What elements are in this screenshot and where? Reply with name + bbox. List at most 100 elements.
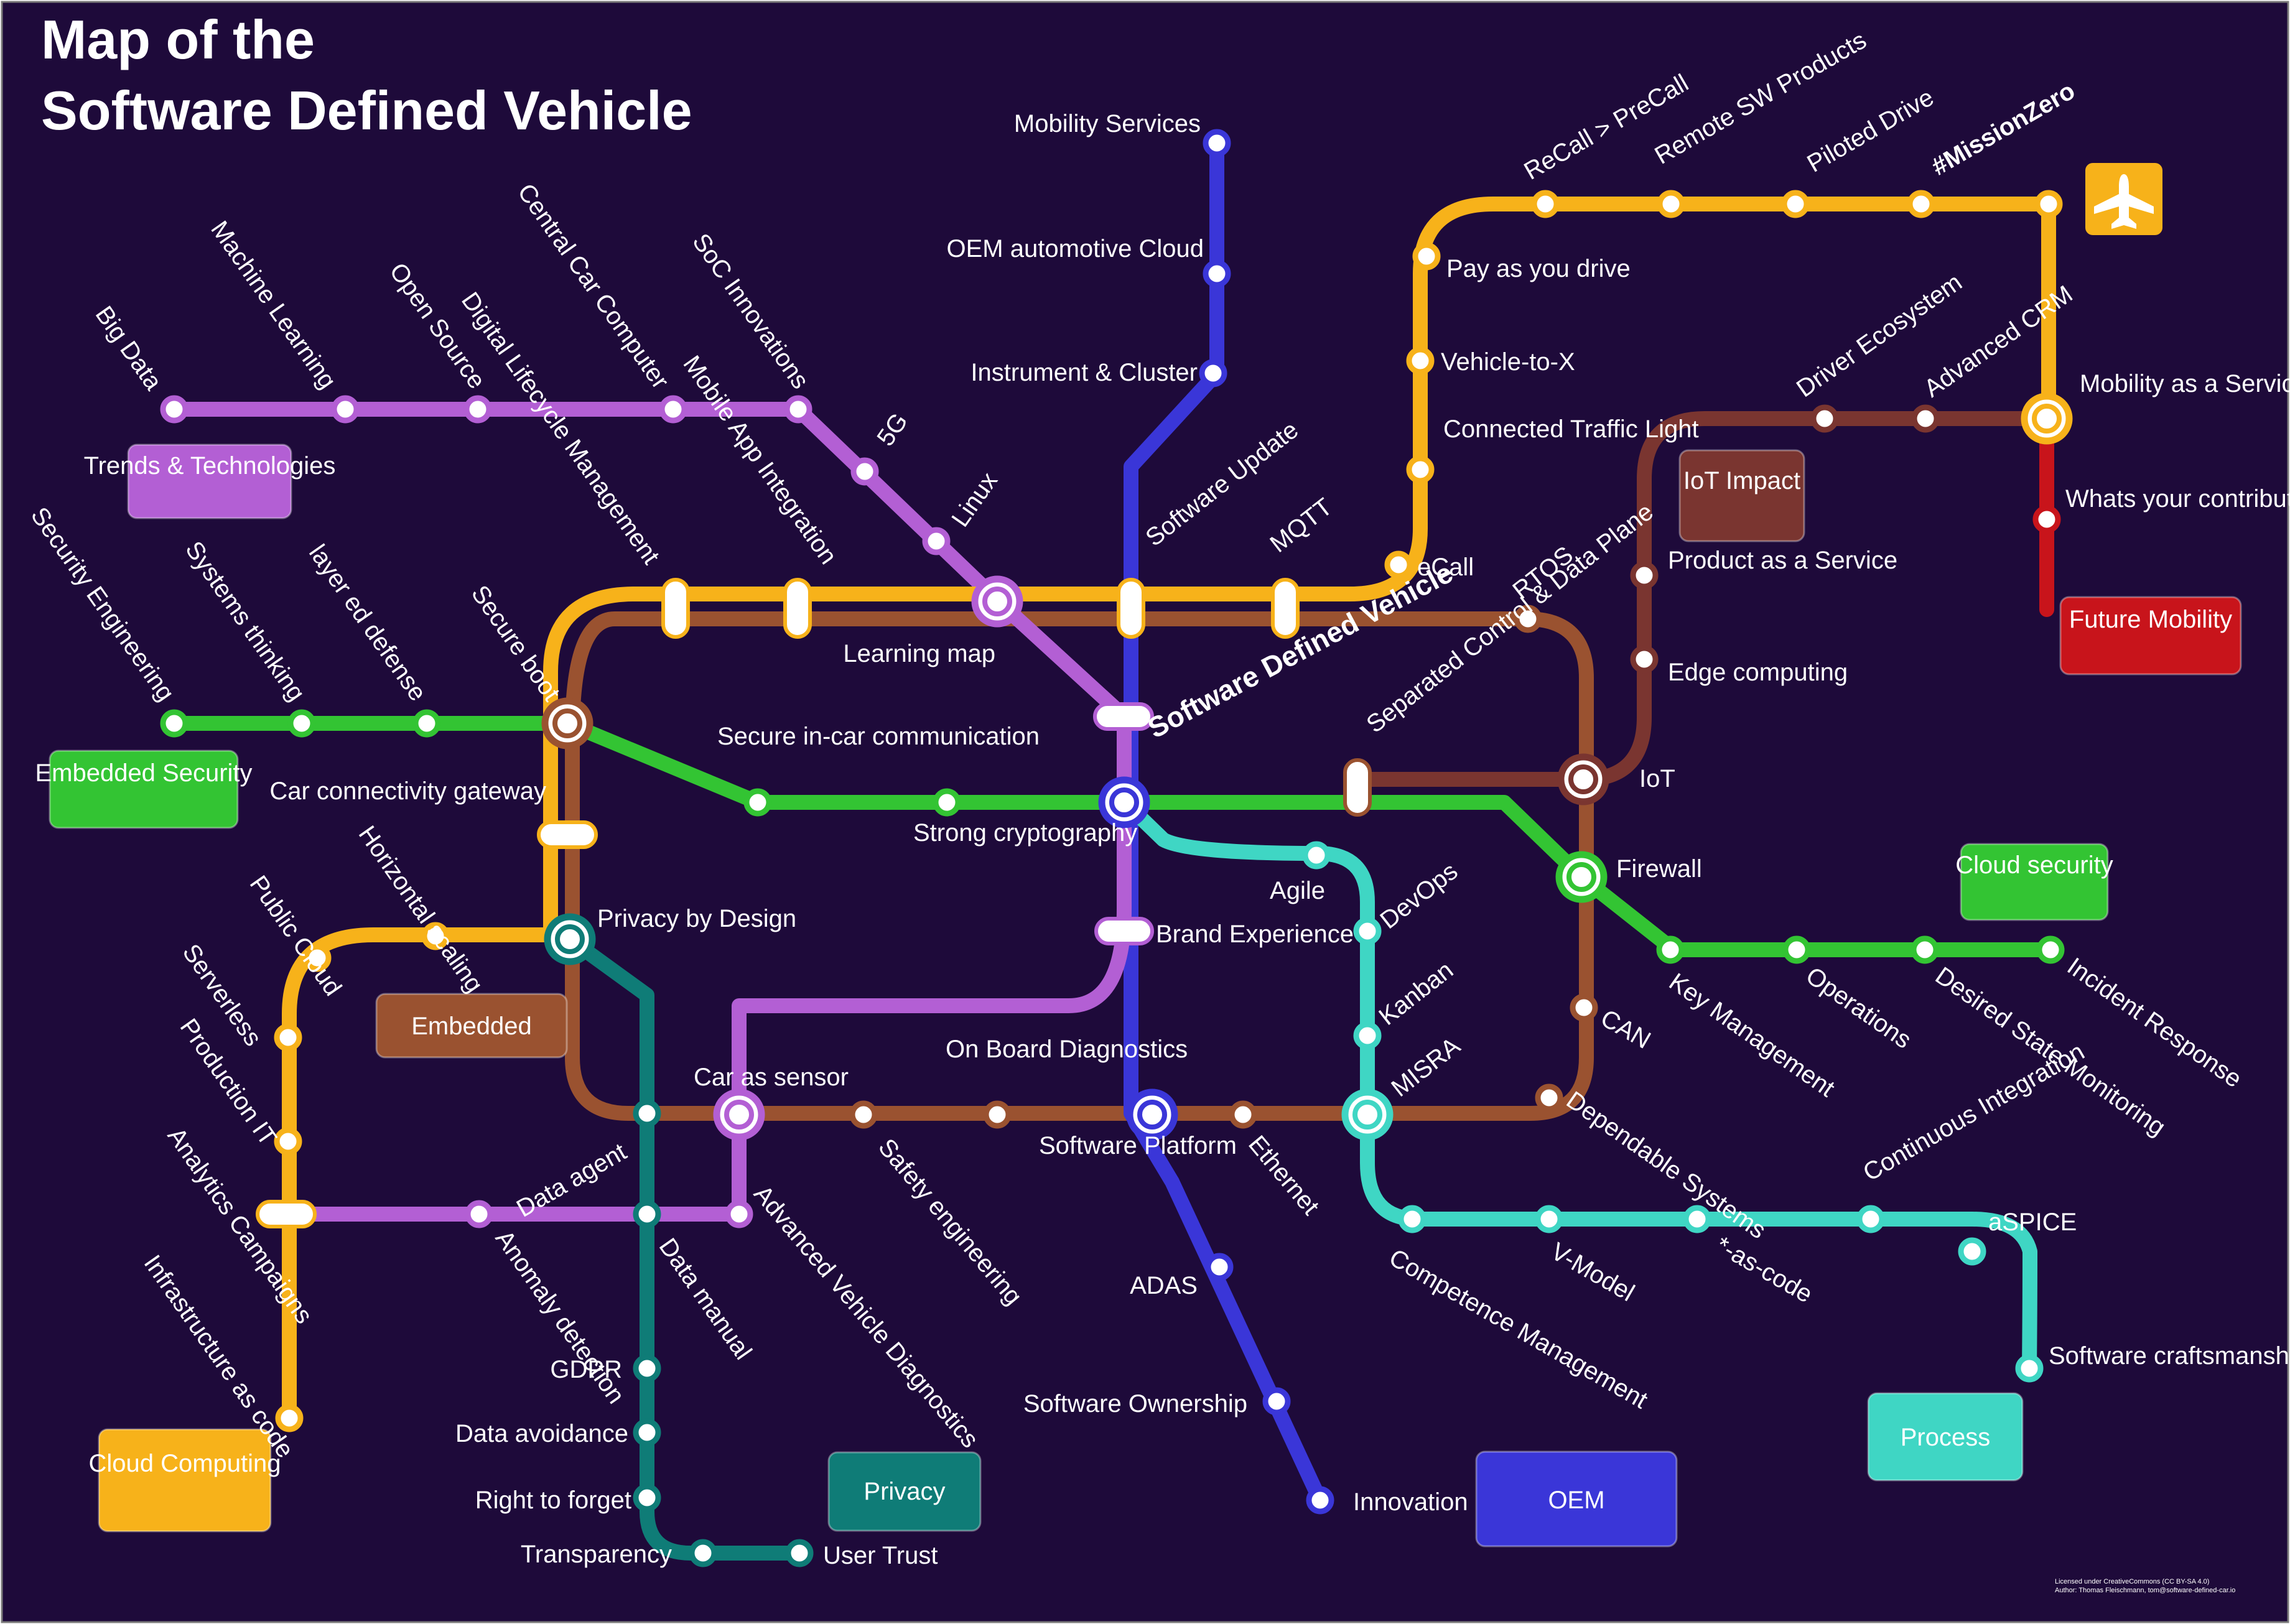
station-anomaly[interactable] xyxy=(465,1200,493,1228)
station-v-model[interactable] xyxy=(1535,1205,1563,1233)
station-security-eng[interactable] xyxy=(160,709,189,738)
interchange-pill-separated[interactable] xyxy=(1343,758,1372,817)
station-aspice[interactable] xyxy=(1958,1237,1986,1266)
trends-box[interactable] xyxy=(127,443,292,519)
oem-box[interactable] xyxy=(1475,1450,1678,1547)
label-iot: IoT xyxy=(1639,765,1675,792)
station-recall[interactable] xyxy=(1531,190,1560,218)
station-transparency[interactable] xyxy=(689,1539,717,1567)
station-linux[interactable] xyxy=(922,527,951,555)
process-box-label: Process xyxy=(1901,1424,1991,1451)
station-airport[interactable] xyxy=(2034,190,2063,218)
interchange-pill-brand[interactable] xyxy=(1094,917,1154,945)
interchange-pill-software-update[interactable] xyxy=(1117,578,1145,639)
interchange-center[interactable] xyxy=(1098,776,1150,828)
station-central-car-computer[interactable] xyxy=(659,395,687,424)
station-sw-ownership[interactable] xyxy=(1262,1387,1291,1416)
interchange-maas[interactable] xyxy=(2021,392,2073,445)
station-kanban[interactable] xyxy=(1353,1021,1382,1050)
station-secure-comm[interactable] xyxy=(743,788,772,817)
cloud-computing-box[interactable] xyxy=(98,1428,272,1533)
station-user-trust[interactable] xyxy=(785,1539,814,1567)
station-incident[interactable] xyxy=(2036,935,2065,964)
station-big-data[interactable] xyxy=(160,395,189,424)
station-can[interactable] xyxy=(1570,993,1598,1022)
interchange-sw-platform[interactable] xyxy=(1126,1088,1178,1141)
interchange-learning-map[interactable] xyxy=(971,575,1023,628)
station-competence[interactable] xyxy=(1398,1205,1427,1233)
station-safety-eng[interactable] xyxy=(849,1100,878,1129)
station-sw-craft[interactable] xyxy=(2015,1354,2044,1383)
station-driver-eco[interactable] xyxy=(1810,404,1839,433)
station-agile[interactable] xyxy=(1302,841,1331,870)
station-ci[interactable] xyxy=(1856,1205,1885,1233)
station-piloted[interactable] xyxy=(1781,190,1810,218)
station-rtos[interactable] xyxy=(1514,605,1542,633)
station-horizontal-scaling[interactable] xyxy=(421,922,450,950)
embedded-box[interactable] xyxy=(375,993,568,1059)
embedded-security-box[interactable] xyxy=(49,749,239,829)
interchange-secure-boot[interactable] xyxy=(541,697,593,749)
station-serverless[interactable] xyxy=(274,1023,302,1052)
iot-impact-box[interactable] xyxy=(1678,449,1805,542)
station-5g[interactable] xyxy=(850,457,879,486)
station-data-manual[interactable] xyxy=(633,1200,661,1228)
station-strong-crypto[interactable] xyxy=(933,788,961,817)
station-operations[interactable] xyxy=(1782,935,1811,964)
station-pay-drive[interactable] xyxy=(1412,242,1441,271)
station-traffic-light[interactable] xyxy=(1406,455,1435,484)
station-ethernet[interactable] xyxy=(1229,1100,1257,1129)
station-adv-crm[interactable] xyxy=(1911,404,1940,433)
interchange-pill-digital-lifecycle[interactable] xyxy=(661,578,690,639)
station-machine-learning[interactable] xyxy=(331,395,360,424)
station-adv-diag[interactable] xyxy=(725,1200,753,1228)
station-oem-cloud[interactable] xyxy=(1203,259,1231,288)
station-production-it[interactable] xyxy=(274,1127,302,1156)
label-privacy-design: Privacy by Design xyxy=(597,905,796,932)
interchange-privacy-design[interactable] xyxy=(544,913,596,965)
label-instrument-cluster: Instrument & Cluster xyxy=(970,359,1198,386)
station-v2x[interactable] xyxy=(1406,346,1435,375)
interchange-firewall[interactable] xyxy=(1555,851,1608,903)
station-data-agent[interactable] xyxy=(633,1099,661,1128)
station-ecall[interactable] xyxy=(1384,550,1413,579)
station-dependable[interactable] xyxy=(1535,1083,1563,1112)
station-adas[interactable] xyxy=(1205,1253,1234,1281)
station-obd[interactable] xyxy=(983,1100,1012,1129)
station-desired-state[interactable] xyxy=(1911,935,1939,964)
station-product-service[interactable] xyxy=(1630,561,1659,590)
interchange-pill-car-gateway[interactable] xyxy=(537,820,598,849)
station-public-cloud[interactable] xyxy=(303,944,332,972)
station-gdpr[interactable] xyxy=(633,1354,661,1383)
privacy-box[interactable] xyxy=(827,1451,982,1532)
interchange-pill-analytics[interactable] xyxy=(256,1200,317,1228)
station-layered-defense[interactable] xyxy=(412,709,441,738)
interchange-iot[interactable] xyxy=(1557,753,1609,805)
station-soc-innovations[interactable] xyxy=(784,395,812,424)
cloud-security-box[interactable] xyxy=(1960,843,2109,921)
process-box[interactable] xyxy=(1867,1392,2024,1482)
station-as-code[interactable] xyxy=(1683,1205,1711,1233)
station-open-source[interactable] xyxy=(463,395,492,424)
station-edge[interactable] xyxy=(1630,645,1659,674)
station-mobility-services[interactable] xyxy=(1203,129,1231,157)
station-systems-thinking[interactable] xyxy=(287,709,316,738)
station-contribution[interactable] xyxy=(2032,505,2061,534)
station-devops[interactable] xyxy=(1353,917,1382,945)
future-mobility-box[interactable] xyxy=(2059,596,2242,675)
station-infra-code[interactable] xyxy=(275,1404,304,1432)
interchange-pill-mqtt[interactable] xyxy=(1271,578,1300,639)
station-data-avoid[interactable] xyxy=(633,1418,661,1447)
oem-box-label: OEM xyxy=(1548,1487,1604,1514)
interchange-pill-mobile-app[interactable] xyxy=(783,578,812,639)
station-instrument-cluster[interactable] xyxy=(1199,359,1227,387)
station-remote-sw[interactable] xyxy=(1657,190,1685,218)
interchange-misra[interactable] xyxy=(1341,1088,1394,1141)
station-key-mgmt[interactable] xyxy=(1656,935,1685,964)
interchange-pill-center[interactable] xyxy=(1093,702,1154,731)
station-right-forget[interactable] xyxy=(633,1483,661,1512)
station-mission-zero[interactable] xyxy=(1907,190,1935,218)
station-innovation[interactable] xyxy=(1306,1486,1334,1515)
interchange-car-sensor[interactable] xyxy=(713,1088,765,1141)
label-ecall: eCall xyxy=(1417,554,1474,581)
